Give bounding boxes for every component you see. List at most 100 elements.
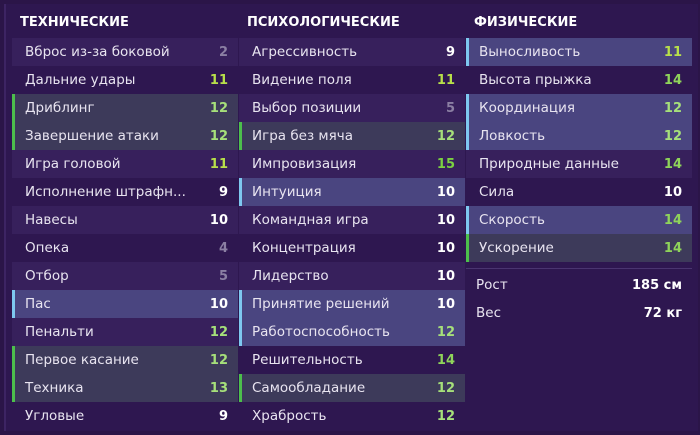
attribute-label: Скорость	[479, 212, 545, 228]
attribute-list: Вброс из-за боковой 2 Дальние удары 11 Дрибл…	[12, 38, 238, 430]
attribute-label: Работоспособность	[252, 324, 390, 340]
column-title: ПСИХОЛОГИЧЕСКИЕ	[247, 15, 400, 30]
attribute-label: Лидерство	[252, 268, 329, 284]
attribute-label: Принятие решений	[252, 296, 390, 312]
divider	[466, 268, 692, 269]
attribute-label: Природные данные	[479, 156, 619, 172]
attribute-value: 11	[436, 72, 455, 88]
attribute-value: 14	[663, 72, 682, 88]
attribute-value: 10	[436, 240, 455, 256]
attribute-value: 14	[436, 352, 455, 368]
attribute-row[interactable]: Отбор 5	[12, 262, 238, 290]
attribute-row[interactable]: Агрессивность 9	[239, 38, 465, 66]
attribute-value: 12	[663, 128, 682, 144]
attribute-value: 10	[209, 212, 228, 228]
attribute-row[interactable]: Завершение атаки 12	[12, 122, 238, 150]
attribute-row[interactable]: Пас 10	[12, 290, 238, 318]
attribute-label: Сила	[479, 184, 515, 200]
attribute-label: Игра головой	[25, 156, 121, 172]
attribute-row[interactable]: Ловкость 12	[466, 122, 692, 150]
attribute-row[interactable]: Дальние удары 11	[12, 66, 238, 94]
attribute-label: Ловкость	[479, 128, 546, 144]
attribute-row[interactable]: Скорость 14	[466, 206, 692, 234]
attribute-value: 12	[436, 380, 455, 396]
attribute-row[interactable]: Выносливость 11	[466, 38, 692, 66]
attribute-row[interactable]: Импровизация 15	[239, 150, 465, 178]
attribute-column: ПСИХОЛОГИЧЕСКИЕ Агрессивность 9 Видение пол…	[239, 4, 465, 430]
attribute-value: 12	[663, 100, 682, 116]
attribute-row[interactable]: Принятие решений 10	[239, 290, 465, 318]
attribute-row[interactable]: Высота прыжка 14	[466, 66, 692, 94]
attribute-value: 10	[209, 296, 228, 312]
attribute-value: 11	[209, 72, 228, 88]
attribute-value: 9	[445, 44, 455, 60]
info-label: Рост	[476, 277, 508, 293]
attribute-value: 2	[218, 44, 228, 60]
attribute-row[interactable]: Опека 4	[12, 234, 238, 262]
attribute-row[interactable]: Техника 13	[12, 374, 238, 402]
attribute-row[interactable]: Лидерство 10	[239, 262, 465, 290]
attribute-label: Навесы	[25, 212, 78, 228]
attribute-row[interactable]: Ускорение 14	[466, 234, 692, 262]
attribute-value: 12	[436, 408, 455, 424]
attribute-row[interactable]: Храбрость 12	[239, 402, 465, 430]
info-value: 72 кг	[643, 305, 682, 321]
attribute-row[interactable]: Игра без мяча 12	[239, 122, 465, 150]
attribute-label: Координация	[479, 100, 575, 116]
attribute-row[interactable]: Выбор позиции 5	[239, 94, 465, 122]
attribute-label: Угловые	[25, 408, 85, 424]
column-title: ТЕХНИЧЕСКИЕ	[20, 15, 129, 30]
attribute-row[interactable]: Навесы 10	[12, 206, 238, 234]
attribute-value: 12	[209, 352, 228, 368]
attribute-row[interactable]: Интуиция 10	[239, 178, 465, 206]
attribute-label: Решительность	[252, 352, 363, 368]
attribute-value: 13	[209, 380, 228, 396]
attribute-row[interactable]: Командная игра 10	[239, 206, 465, 234]
attribute-value: 10	[436, 268, 455, 284]
attribute-row[interactable]: Игра головой 11	[12, 150, 238, 178]
attribute-row[interactable]: Сила 10	[466, 178, 692, 206]
attribute-row[interactable]: Дриблинг 12	[12, 94, 238, 122]
attribute-label: Исполнение штрафн...	[25, 184, 186, 200]
attribute-row[interactable]: Угловые 9	[12, 402, 238, 430]
info-label: Вес	[476, 305, 501, 321]
attribute-label: Ускорение	[479, 240, 554, 256]
attribute-row[interactable]: Самообладание 12	[239, 374, 465, 402]
attribute-label: Первое касание	[25, 352, 139, 368]
attribute-label: Пенальти	[25, 324, 94, 340]
attribute-label: Высота прыжка	[479, 72, 592, 88]
attribute-value: 10	[436, 296, 455, 312]
attribute-label: Выносливость	[479, 44, 581, 60]
attribute-label: Техника	[25, 380, 84, 396]
attribute-value: 9	[218, 408, 228, 424]
info-value: 185 см	[632, 277, 682, 293]
attribute-list: Выносливость 11 Высота прыжка 14 Координация…	[466, 38, 692, 262]
physical-info-row: Рост 185 см	[466, 271, 692, 299]
attribute-label: Игра без мяча	[252, 128, 353, 144]
attribute-row[interactable]: Решительность 14	[239, 346, 465, 374]
attribute-label: Самообладание	[252, 380, 366, 396]
attribute-label: Опека	[25, 240, 70, 256]
attribute-row[interactable]: Вброс из-за боковой 2	[12, 38, 238, 66]
attribute-value: 12	[209, 324, 228, 340]
attribute-row[interactable]: Координация 12	[466, 94, 692, 122]
attribute-value: 14	[663, 240, 682, 256]
attribute-row[interactable]: Природные данные 14	[466, 150, 692, 178]
attribute-row[interactable]: Видение поля 11	[239, 66, 465, 94]
attribute-value: 10	[436, 212, 455, 228]
attribute-value: 11	[663, 44, 682, 60]
attribute-list: Агрессивность 9 Видение поля 11 Выбор позици…	[239, 38, 465, 430]
attribute-value: 4	[218, 240, 228, 256]
attribute-row[interactable]: Первое касание 12	[12, 346, 238, 374]
attribute-label: Видение поля	[252, 72, 352, 88]
attribute-label: Импровизация	[252, 156, 357, 172]
attribute-row[interactable]: Концентрация 10	[239, 234, 465, 262]
attribute-row[interactable]: Работоспособность 12	[239, 318, 465, 346]
attribute-label: Пас	[25, 296, 51, 312]
attribute-row[interactable]: Пенальти 12	[12, 318, 238, 346]
attribute-value: 9	[218, 184, 228, 200]
attribute-value: 12	[436, 128, 455, 144]
attribute-label: Отбор	[25, 268, 69, 284]
attribute-row[interactable]: Исполнение штрафн... 9	[12, 178, 238, 206]
attribute-value: 15	[436, 156, 455, 172]
